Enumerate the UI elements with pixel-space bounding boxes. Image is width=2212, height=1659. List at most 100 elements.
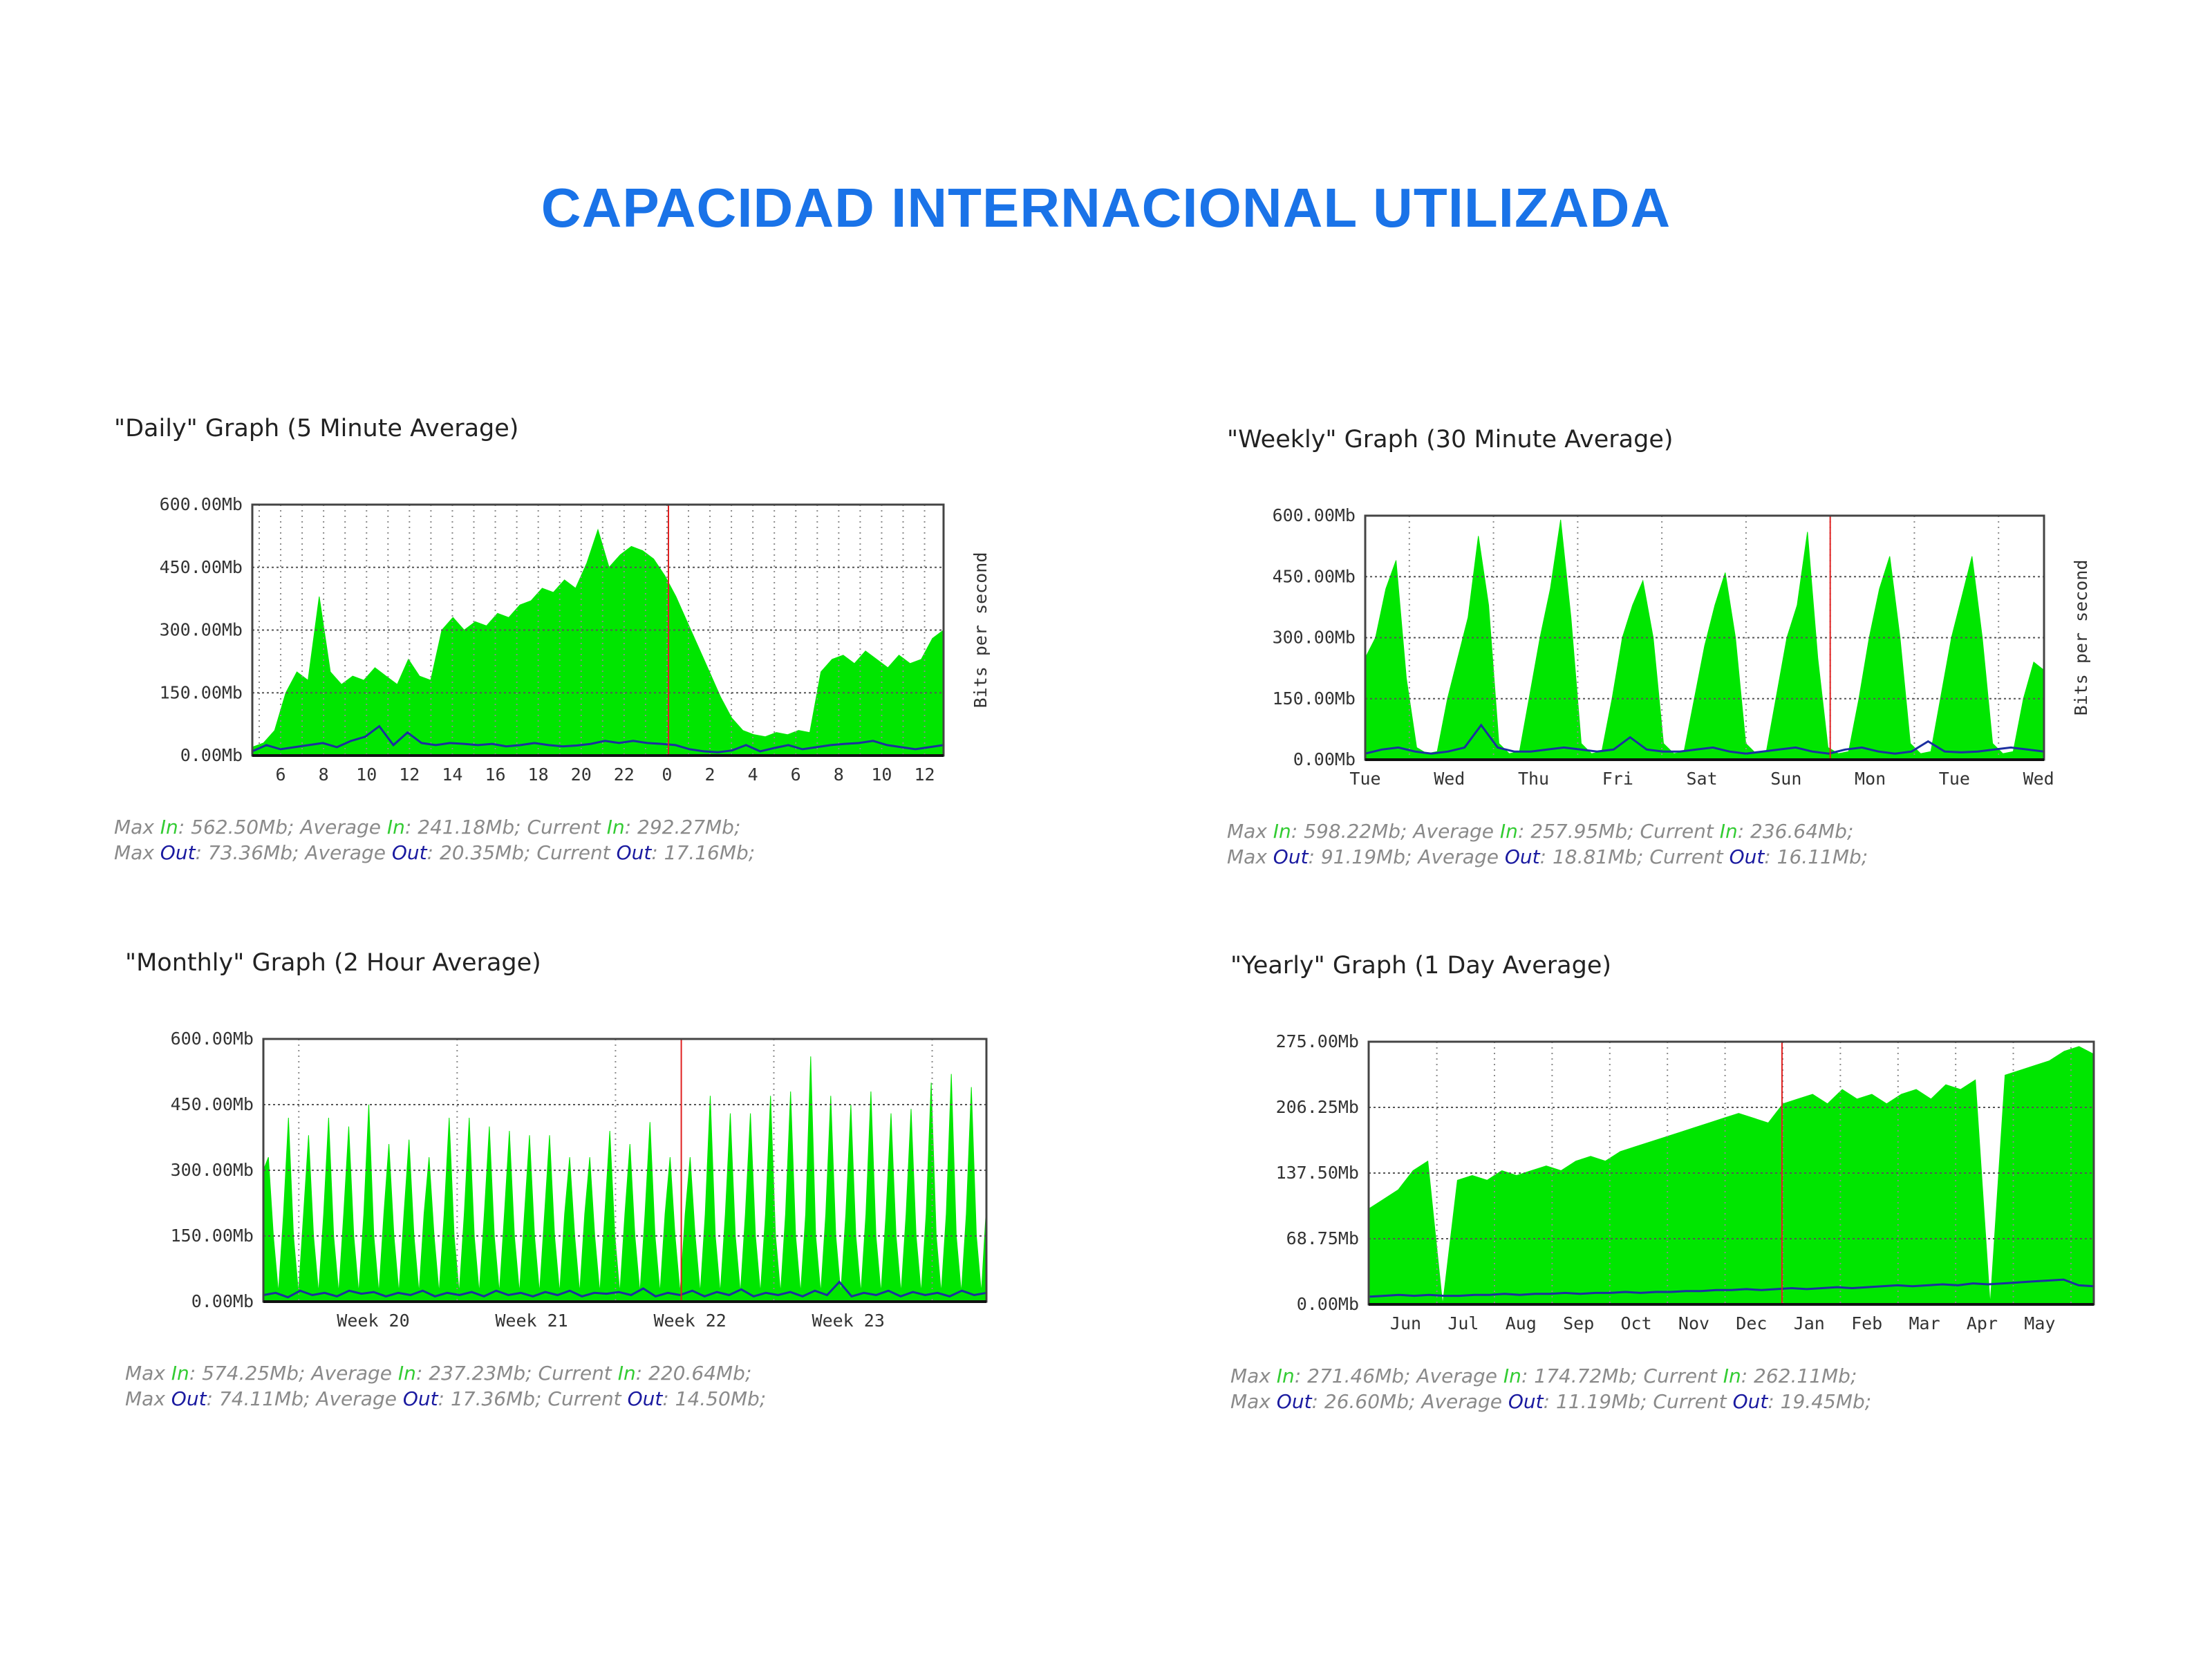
in-word: In: [617, 1362, 636, 1385]
out-stats-line: Max Out: 73.36Mb; Average Out: 20.35Mb; …: [114, 840, 755, 865]
x-tick-label: 0: [662, 765, 672, 785]
x-tick-label: Jun: [1390, 1313, 1421, 1333]
stat-value: : 20.35Mb;: [427, 841, 537, 864]
x-tick-label: Nov: [1678, 1313, 1709, 1333]
out-series-line: [1365, 723, 2045, 755]
y-tick-label: 137.50Mb: [1276, 1163, 1359, 1183]
stat-label: Average: [311, 1362, 398, 1385]
y-tick-label: 600.00Mb: [1273, 505, 1356, 525]
stat-label: Average: [305, 841, 392, 864]
out-word: Out: [1508, 1390, 1544, 1413]
stat-label: Current: [1649, 845, 1730, 868]
y-tick-label: 275.00Mb: [1276, 1031, 1359, 1051]
yearly-graph-title: "Yearly" Graph (1 Day Average): [1230, 952, 1612, 980]
stat-value: : 237.23Mb;: [415, 1362, 538, 1385]
y-axis-label: Bits per second: [2071, 560, 2091, 716]
in-series-area: [263, 1056, 987, 1302]
x-tick-label: 8: [834, 765, 844, 785]
in-series-area: [252, 528, 944, 756]
stat-label: Max: [114, 841, 160, 864]
stat-value: : 292.27Mb;: [624, 816, 741, 838]
y-tick-label: 206.25Mb: [1276, 1097, 1359, 1117]
stat-label: Current: [1653, 1390, 1733, 1413]
stat-value: : 220.64Mb;: [635, 1362, 752, 1385]
stat-label: Current: [1643, 1365, 1723, 1387]
out-series-line: [1368, 1278, 2094, 1298]
stat-value: : 14.50Mb;: [662, 1387, 767, 1410]
y-tick-label: 450.00Mb: [171, 1094, 254, 1114]
y-tick-label: 300.00Mb: [1273, 628, 1356, 648]
x-tick-label: 12: [914, 765, 935, 785]
y-tick-label: 600.00Mb: [171, 1029, 254, 1049]
x-tick-label: Week 22: [653, 1311, 726, 1331]
in-series-area: [1365, 519, 2045, 760]
x-tick-label: 10: [871, 765, 892, 785]
x-tick-label: Sep: [1563, 1313, 1594, 1333]
x-tick-label: Apr: [1967, 1313, 1998, 1333]
x-tick-label: 6: [791, 765, 801, 785]
in-stats-line: Max In: 574.25Mb; Average In: 237.23Mb; …: [125, 1360, 766, 1386]
stat-value: : 271.46Mb;: [1294, 1365, 1417, 1387]
stat-label: Max: [125, 1362, 171, 1385]
x-tick-label: Tue: [1939, 769, 1970, 789]
y-tick-label: 600.00Mb: [160, 494, 243, 514]
x-tick-label: 22: [614, 765, 635, 785]
stat-label: Current: [1640, 820, 1720, 843]
x-tick-label: Mon: [1855, 769, 1886, 789]
in-series-area: [1368, 1046, 2094, 1305]
stat-label: Max: [114, 816, 160, 838]
stat-label: Average: [316, 1387, 403, 1410]
in-word: In: [1503, 1365, 1521, 1387]
in-word: In: [397, 1362, 416, 1385]
out-word: Out: [627, 1387, 663, 1410]
stat-value: : 257.95Mb;: [1517, 820, 1640, 843]
stat-value: : 17.36Mb;: [438, 1387, 548, 1410]
stat-value: : 598.22Mb;: [1291, 820, 1414, 843]
x-tick-label: Sat: [1686, 769, 1717, 789]
stat-label: Average: [1416, 1365, 1503, 1387]
x-tick-label: Oct: [1621, 1313, 1652, 1333]
in-word: In: [1276, 1365, 1295, 1387]
stat-value: : 91.19Mb;: [1308, 845, 1418, 868]
x-tick-label: 18: [528, 765, 549, 785]
out-word: Out: [616, 841, 652, 864]
stat-value: : 562.50Mb;: [178, 816, 301, 838]
stat-value: : 18.81Mb;: [1539, 845, 1650, 868]
in-word: In: [606, 816, 625, 838]
y-tick-label: 150.00Mb: [160, 682, 243, 702]
y-tick-label: 300.00Mb: [171, 1160, 254, 1180]
daily-graph-title: "Daily" Graph (5 Minute Average): [114, 415, 519, 442]
stat-value: : 19.45Mb;: [1768, 1390, 1872, 1413]
stat-value: : 174.72Mb;: [1521, 1365, 1644, 1387]
stat-value: : 574.25Mb;: [189, 1362, 312, 1385]
y-axis-label: Bits per second: [971, 552, 991, 709]
out-word: Out: [171, 1387, 207, 1410]
stat-label: Current: [527, 816, 607, 838]
y-tick-label: 68.75Mb: [1286, 1228, 1359, 1248]
in-word: In: [386, 816, 405, 838]
stat-label: Max: [125, 1387, 171, 1410]
x-tick-label: Feb: [1851, 1313, 1882, 1333]
x-tick-label: 6: [275, 765, 285, 785]
x-tick-label: 20: [571, 765, 592, 785]
out-series-line: [252, 724, 944, 753]
in-word: In: [1719, 820, 1738, 843]
out-stats-line: Max Out: 74.11Mb; Average Out: 17.36Mb; …: [125, 1386, 766, 1412]
out-word: Out: [1729, 845, 1765, 868]
y-tick-label: 450.00Mb: [160, 557, 243, 577]
stat-value: : 26.60Mb;: [1311, 1390, 1422, 1413]
in-stats-line: Max In: 271.46Mb; Average In: 174.72Mb; …: [1230, 1363, 1871, 1389]
stat-label: Max: [1230, 1390, 1277, 1413]
stat-value: : 11.19Mb;: [1543, 1390, 1653, 1413]
x-tick-label: 10: [356, 765, 377, 785]
daily-stats: Max In: 562.50Mb; Average In: 241.18Mb; …: [114, 814, 755, 865]
x-tick-label: Week 23: [812, 1311, 885, 1331]
stat-label: Max: [1227, 820, 1273, 843]
weekly-stats: Max In: 598.22Mb; Average In: 257.95Mb; …: [1227, 818, 1868, 870]
monthly-plot: 0.00Mb 150.00Mb 300.00Mb 450.00Mb 600.00Mb We…: [171, 1029, 988, 1331]
stat-label: Max: [1230, 1365, 1277, 1387]
yearly-plot: 0.00Mb 68.75Mb 137.50Mb 206.25Mb 275.00Mb Jun…: [1276, 1031, 2095, 1333]
x-tick-label: 8: [319, 765, 329, 785]
monthly-graph-title: "Monthly" Graph (2 Hour Average): [125, 949, 541, 977]
stat-value: : 74.11Mb;: [206, 1387, 317, 1410]
